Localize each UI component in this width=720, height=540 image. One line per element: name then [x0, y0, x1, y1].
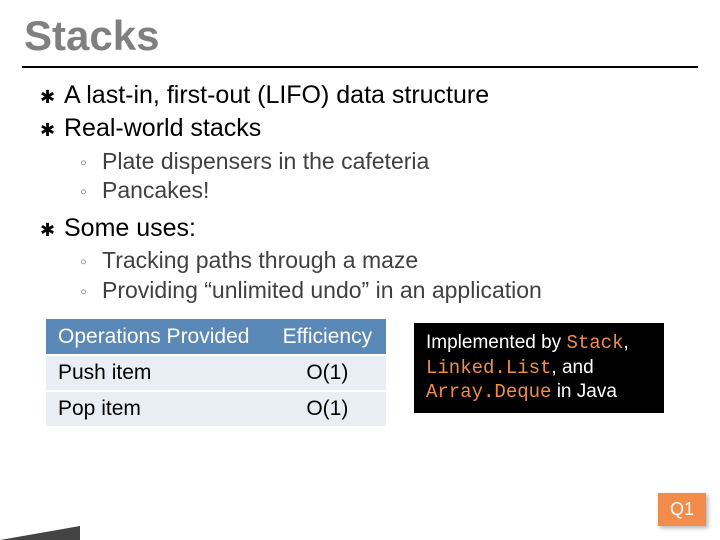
implementation-note: Implemented by Stack, Linked.List, and A…: [414, 323, 664, 413]
bullet-item: ✱ Real-world stacks: [40, 113, 690, 144]
bullet-text: Real-world stacks: [64, 113, 261, 144]
table-cell: O(1): [269, 355, 386, 391]
code-text: Stack: [566, 332, 623, 354]
table-row: Pop item O(1): [46, 391, 386, 426]
sub-item: ◦ Pancakes!: [80, 176, 690, 205]
sub-item: ◦ Tracking paths through a maze: [80, 246, 690, 275]
bullet-icon: ✱: [40, 220, 64, 241]
code-text: Array.Deque: [426, 381, 551, 403]
operations-table: Operations Provided Efficiency Push item…: [46, 319, 386, 426]
table-cell: Push item: [46, 355, 269, 391]
bullet-text: A last-in, first-out (LIFO) data structu…: [64, 80, 489, 111]
table-cell: Pop item: [46, 391, 269, 426]
corner-decoration: [0, 526, 80, 540]
note-text: ,: [623, 332, 628, 353]
sub-item: ◦ Plate dispensers in the cafeteria: [80, 147, 690, 176]
note-text: Implemented by: [426, 332, 566, 353]
sub-text: Pancakes!: [102, 176, 209, 205]
note-text: , and: [551, 357, 593, 378]
sub-bullet-icon: ◦: [80, 181, 102, 204]
sub-bullet-icon: ◦: [80, 152, 102, 175]
bullet-icon: ✱: [40, 120, 64, 141]
code-text: Linked.List: [426, 357, 551, 379]
table-header: Efficiency: [269, 319, 386, 355]
bullet-text: Some uses:: [64, 213, 196, 244]
sub-list: ◦ Tracking paths through a maze ◦ Provid…: [80, 246, 690, 305]
table-row: Push item O(1): [46, 355, 386, 391]
table-header-row: Operations Provided Efficiency: [46, 319, 386, 355]
sub-bullet-icon: ◦: [80, 281, 102, 304]
table-cell: O(1): [269, 391, 386, 426]
lower-row: Operations Provided Efficiency Push item…: [46, 319, 690, 426]
slide-title: Stacks: [0, 0, 720, 66]
table-header: Operations Provided: [46, 319, 269, 355]
sub-text: Plate dispensers in the cafeteria: [102, 147, 429, 176]
content-area: ✱ A last-in, first-out (LIFO) data struc…: [0, 80, 720, 426]
bullet-item: ✱ A last-in, first-out (LIFO) data struc…: [40, 80, 690, 111]
sub-list: ◦ Plate dispensers in the cafeteria ◦ Pa…: [80, 147, 690, 206]
sub-item: ◦ Providing “unlimited undo” in an appli…: [80, 276, 690, 305]
note-text: in Java: [551, 381, 616, 402]
sub-text: Providing “unlimited undo” in an applica…: [102, 276, 542, 305]
question-badge: Q1: [658, 493, 706, 526]
bullet-item: ✱ Some uses:: [40, 213, 690, 244]
sub-text: Tracking paths through a maze: [102, 246, 418, 275]
sub-bullet-icon: ◦: [80, 251, 102, 274]
bullet-icon: ✱: [40, 87, 64, 108]
title-underline: [22, 66, 698, 68]
